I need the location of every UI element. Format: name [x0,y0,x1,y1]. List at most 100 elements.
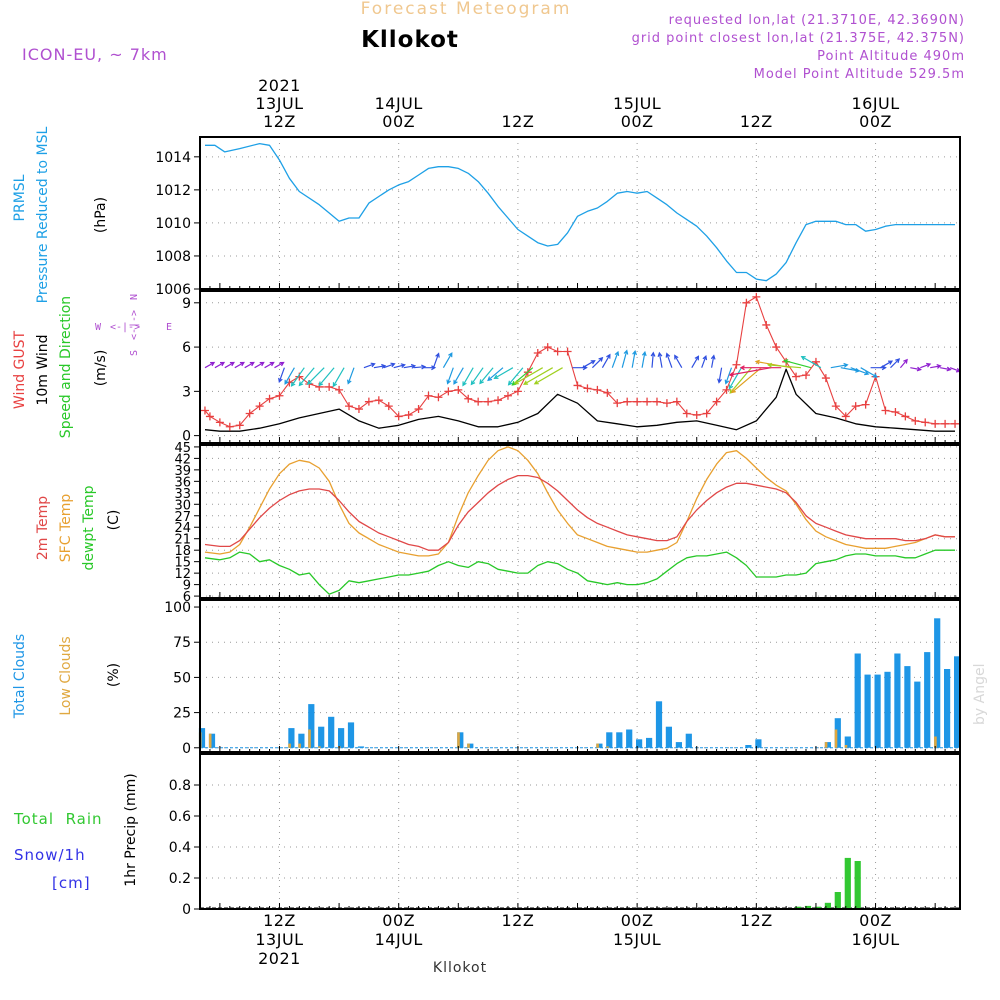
model-label: ICON-EU, ~ 7km [22,45,168,64]
low-clouds-bar [308,729,311,748]
low-clouds-bar [467,743,470,748]
wind-panel-frame [199,290,961,444]
wind-gust-marker [841,412,850,421]
compass-east: E [166,322,172,333]
wind-gust-marker [245,409,254,418]
wind-direction-arrow [453,367,464,385]
total-clouds-bar [884,671,891,748]
credit-watermark: by Angel [972,664,988,725]
data-layer [198,142,962,910]
temperature-ytick-label: 39 [174,464,191,479]
pressure-line [205,142,955,282]
wind-gust-marker [335,385,344,394]
wind-gust-marker [702,409,711,418]
rain-bar [824,902,831,909]
total-clouds-bar [328,716,335,748]
wind-gust-marker [762,320,771,329]
top-time-label: 00Z [859,112,892,131]
rain-bar [804,905,812,909]
bottom-time-label: 2021 [258,949,301,968]
rain-bar [814,906,822,909]
rain-bar [834,892,841,909]
compass-west: W [95,322,102,333]
wind-direction-arrow [278,367,285,383]
pressure-ytick-label: 1008 [155,249,191,265]
temperature-ytick-label: 45 [174,441,191,456]
wind-direction-arrow [601,353,611,368]
pressure-ytick-label: 1006 [155,282,191,298]
wind-gust-marker [494,396,503,405]
pressure-label-long: Pressure Reduced to MSL [35,126,51,303]
total-clouds-bar [596,743,603,748]
wind-direction-arrow [462,367,474,387]
wind-gust-marker [215,418,224,427]
total-clouds-bar [308,704,315,748]
total-clouds-bar [874,674,881,748]
total-clouds-bar [288,728,295,748]
wind-direction-arrow [674,354,683,368]
wind-direction-arrow [728,367,742,390]
wind-gust-marker [474,397,483,406]
rain-bar [854,861,861,909]
wind-gust-marker [643,397,652,406]
wind-gust-marker [583,384,592,393]
total-clouds-bar [616,732,623,748]
wind-direction-arrow [214,361,226,369]
wind-10m-label: 10m Wind [35,334,51,405]
wind-gust-marker [652,397,661,406]
rain-bar [795,906,802,909]
total-clouds-bar [665,726,672,748]
clouds-ytick-label: 50 [173,670,191,686]
wind-direction-arrow [910,366,922,372]
wind-direction-arrow [939,366,952,372]
total-clouds-bar [606,732,613,748]
wind-direction-arrow [244,361,255,369]
wind-gust-marker [633,397,642,406]
wind-gust-marker [593,385,602,394]
wind-gust-marker [454,385,463,394]
total-clouds-bar [904,666,911,748]
bottom-time-label: 15JUL [613,930,661,949]
wind-direction-arrow [860,367,878,378]
wind-direction-arrow [591,356,604,369]
wind-unit: (m/s) [93,350,109,387]
clouds-ytick-label: 100 [164,600,191,616]
wind-direction-arrow [850,367,870,376]
top-time-label: 12Z [263,112,296,131]
pressure-label-prmsl: PRMSL [12,174,28,221]
temperature-ytick-label: 15 [174,556,191,571]
precip-ytick-label: 0.2 [169,871,191,887]
total-clouds-label: Total Clouds [12,634,28,719]
wind-direction-arrow [413,364,427,370]
total-clouds-bar [914,681,921,748]
temperature-panel-frame [199,444,961,599]
wind-gust-marker [772,343,781,352]
wind-gust-line [204,296,955,428]
wind-gust-marker [792,372,801,381]
total-clouds-bar [745,745,752,748]
temperature-ytick-label: 27 [174,510,191,525]
total-clouds-bar [457,732,464,748]
precip-snow-label: Snow/1h [14,846,86,864]
total-clouds-bar [646,737,653,748]
wind-ytick-label: 3 [182,384,191,400]
top-time-label: 12Z [501,112,534,131]
total-clouds-bar [357,746,365,748]
compass-north: N [129,294,140,300]
wind-gust-marker [424,391,433,400]
top-time-label: 14JUL [375,94,423,113]
wind-direction-arrow [920,362,932,369]
wind-direction-arrow [204,361,216,369]
wind-direction-arrow [730,367,762,394]
low-clouds-bar [457,732,460,748]
wind-gust-marker [533,348,542,357]
total-clouds-bar [924,652,931,748]
wind-direction-arrow [363,362,376,369]
clouds-ytick-label: 0 [182,741,191,757]
low-clouds-bar [834,729,838,748]
wind-direction-arrow [264,361,275,369]
wind-gust-marker [225,422,234,431]
wind-10m-line [204,368,955,432]
wind-gust-marker [831,402,840,411]
